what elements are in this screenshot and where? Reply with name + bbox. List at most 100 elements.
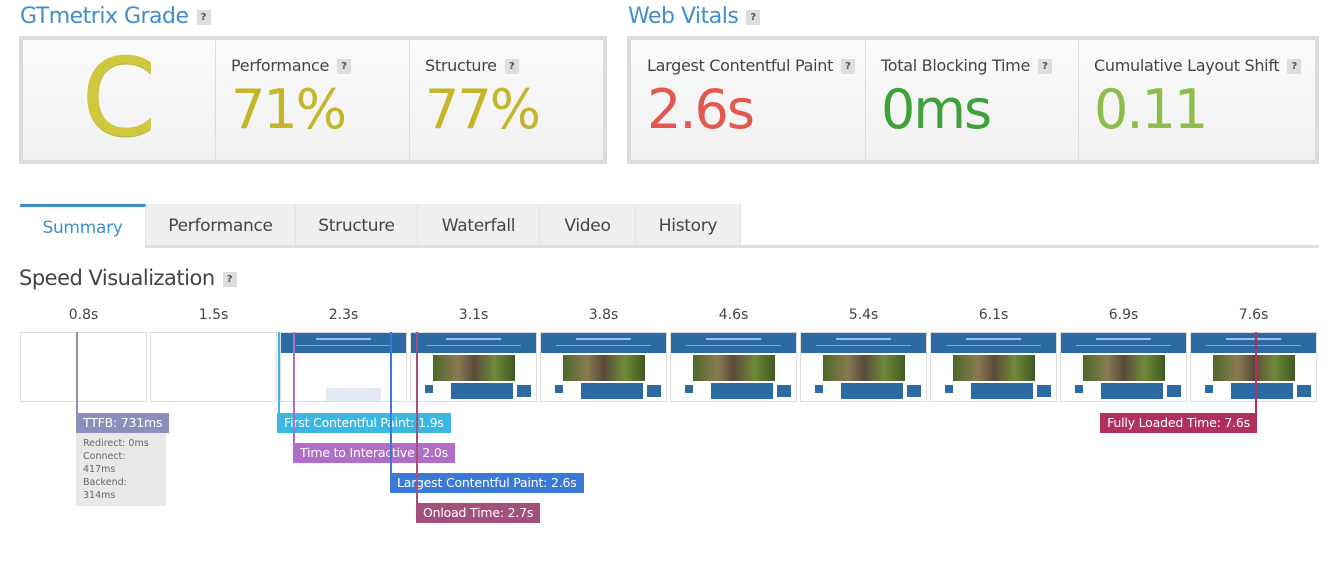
frame-nav <box>556 345 651 346</box>
frame-nav <box>966 338 1021 340</box>
metric-cell: Total Blocking Time? 0ms <box>865 40 1079 160</box>
frame-nav <box>686 345 781 346</box>
frame-time: 0.8s <box>68 307 99 323</box>
metric-cell: Structure? 77% <box>409 40 603 160</box>
frame-block <box>1297 385 1311 397</box>
frame-caption <box>1205 385 1213 393</box>
tab-rule <box>146 245 1319 248</box>
marker-label: Time to Interactive: 2.0s <box>293 443 455 463</box>
vitals-title: Web Vitals? <box>628 4 761 29</box>
help-icon[interactable]: ? <box>196 10 211 25</box>
tab[interactable]: History <box>636 204 741 248</box>
frame-time: 1.5s <box>198 307 229 323</box>
frame-time: 6.9s <box>1108 307 1139 323</box>
metric-value: 0.11 <box>1094 78 1208 141</box>
frame-block <box>971 383 1033 399</box>
frame-header <box>281 333 406 353</box>
metric-value: 2.6s <box>647 78 755 141</box>
frame-time: 7.6s <box>1238 307 1269 323</box>
grade-cell: C <box>23 36 216 161</box>
frame-header <box>541 333 666 353</box>
tab[interactable]: Waterfall <box>418 204 540 248</box>
metric-label: Cumulative Layout Shift <box>1094 56 1280 75</box>
tab[interactable]: Performance <box>146 204 296 248</box>
frame-caption <box>945 385 953 393</box>
frame-time: 6.1s <box>978 307 1009 323</box>
frame-nav <box>1096 338 1151 340</box>
frame-time: 3.1s <box>458 307 489 323</box>
metric-value: 71% <box>231 78 347 141</box>
frame-nav <box>1076 345 1171 346</box>
metric-cell: Largest Contentful Paint? 2.6s <box>631 40 866 160</box>
metric-cell: Cumulative Layout Shift? 0.11 <box>1078 40 1315 160</box>
frame-header <box>411 333 536 353</box>
marker-line <box>1255 332 1257 413</box>
frame <box>280 332 407 402</box>
frame-nav <box>816 345 911 346</box>
frame <box>410 332 537 402</box>
grade-title: GTmetrix Grade? <box>20 4 211 29</box>
frame-image <box>563 355 645 381</box>
tab-bar: Summary Performance Structure Waterfall Vide… <box>20 204 741 248</box>
help-icon[interactable]: ? <box>841 59 856 74</box>
frame <box>1190 332 1317 402</box>
frame-nav <box>446 338 501 340</box>
frame-header <box>1061 333 1186 353</box>
marker-label: TTFB: 731ms <box>76 413 170 433</box>
frame <box>150 332 277 402</box>
frame-caption <box>1075 385 1083 393</box>
frame-block <box>711 383 773 399</box>
marker-label: Onload Time: 2.7s <box>416 503 541 523</box>
frame-nav <box>576 338 631 340</box>
frame-block <box>777 385 791 397</box>
frame-block <box>1101 383 1163 399</box>
speed-title-text: Speed Visualization <box>19 266 215 290</box>
frame <box>670 332 797 402</box>
tab[interactable]: Summary <box>20 204 146 248</box>
frame-nav <box>836 338 891 340</box>
marker-details: Redirect: 0ms Connect: 417ms Backend: 314m… <box>76 433 166 506</box>
frame <box>800 332 927 402</box>
frame-block <box>451 383 513 399</box>
frame-nav <box>426 345 521 346</box>
frame-time: 4.6s <box>718 307 749 323</box>
help-icon[interactable]: ? <box>337 59 352 74</box>
frame-block <box>581 383 643 399</box>
frame-caption <box>815 385 823 393</box>
marker-line <box>390 332 392 473</box>
help-icon[interactable]: ? <box>746 10 761 25</box>
grade-title-text: GTmetrix Grade <box>20 4 189 29</box>
frame-block <box>1231 383 1293 399</box>
frame-block <box>1167 385 1181 397</box>
frame-nav <box>296 345 391 346</box>
marker-label: Largest Contentful Paint: 2.6s <box>390 473 584 493</box>
frame-image <box>433 355 515 381</box>
frame-time: 3.8s <box>588 307 619 323</box>
frame-block <box>517 385 531 397</box>
frame-block <box>647 385 661 397</box>
frame-caption <box>685 385 693 393</box>
tab[interactable]: Structure <box>296 204 418 248</box>
frame-image <box>1213 355 1295 381</box>
help-icon[interactable]: ? <box>504 59 519 74</box>
help-icon[interactable]: ? <box>222 272 237 287</box>
frame-header <box>1191 333 1316 353</box>
frame-image <box>693 355 775 381</box>
marker-detail: Redirect: 0ms <box>83 438 149 449</box>
help-icon[interactable]: ? <box>1287 59 1302 74</box>
grade-letter: C <box>81 36 157 161</box>
frame-block <box>1037 385 1051 397</box>
metric-label: Largest Contentful Paint <box>647 56 834 75</box>
frame-nav <box>706 338 761 340</box>
marker-line <box>416 332 418 503</box>
frame-block <box>907 385 921 397</box>
frame-header <box>801 333 926 353</box>
metric-label: Total Blocking Time <box>881 56 1031 75</box>
frame-caption <box>555 385 563 393</box>
help-icon[interactable]: ? <box>1038 59 1053 74</box>
tab[interactable]: Video <box>540 204 636 248</box>
marker-detail: Connect: 417ms <box>83 451 126 475</box>
frame-nav <box>1206 345 1301 346</box>
metric-label: Structure <box>425 56 497 75</box>
